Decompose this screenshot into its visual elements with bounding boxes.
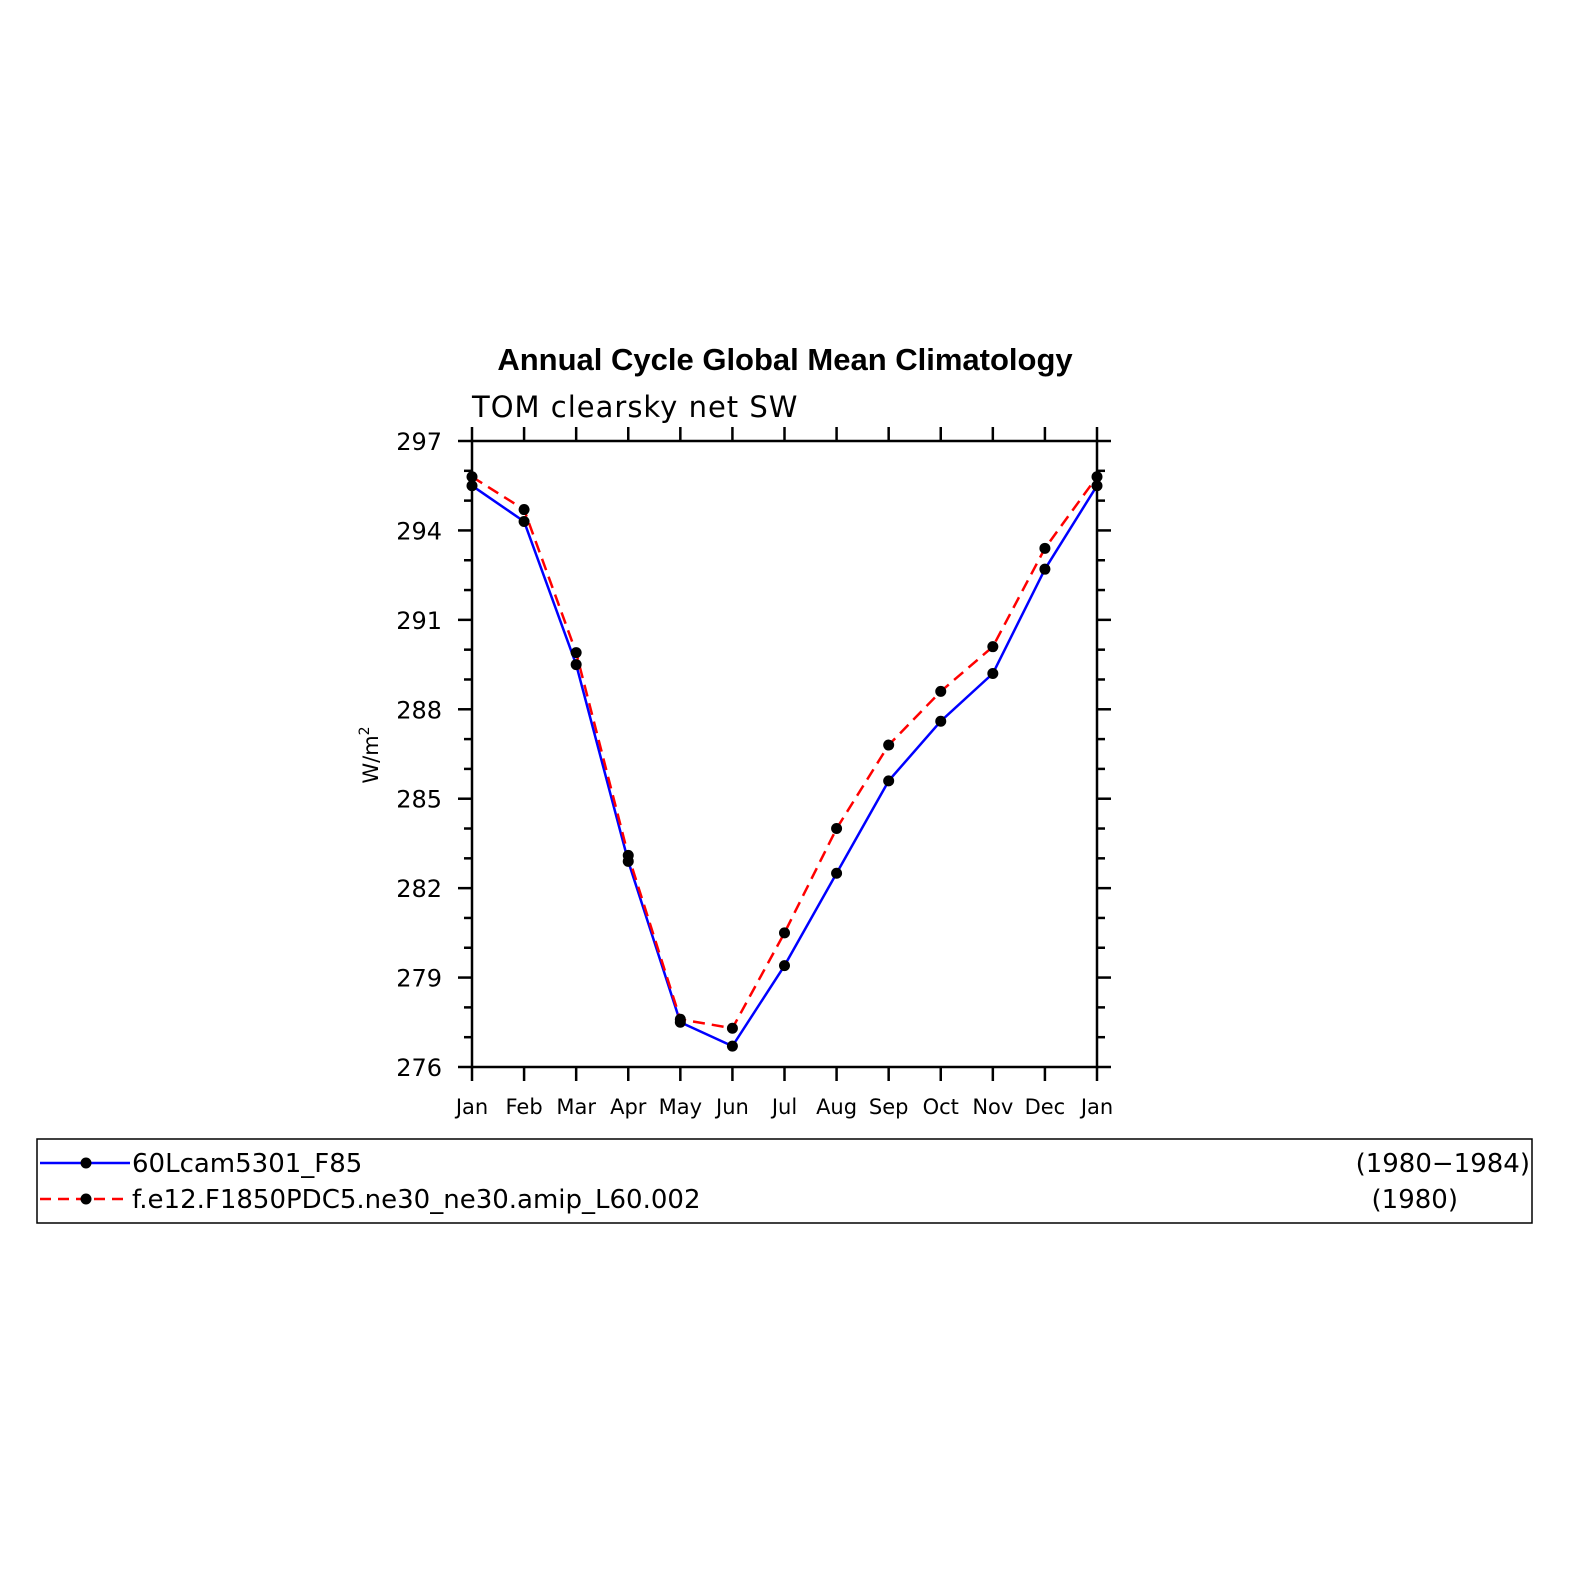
y-tick-label: 288 [396, 696, 442, 724]
y-axis-label-sup: 2 [357, 726, 373, 735]
chart-title: Annual Cycle Global Mean Climatology [497, 342, 1073, 377]
series-1-point [518, 515, 530, 527]
series-2-point [674, 1013, 686, 1025]
series-group [466, 471, 1103, 1052]
y-tick-label: 282 [396, 875, 442, 903]
axes: Jan Feb Mar Apr May Jun Jul Aug Sep Oct Nov Dec Jan 2… [396, 427, 1113, 1119]
series-2-point [726, 1022, 738, 1034]
y-tick-label: 294 [396, 517, 442, 545]
series-2-point [466, 471, 478, 483]
series-2-point [1039, 542, 1051, 554]
y-tick-label: 297 [396, 428, 442, 456]
series-2-point [883, 739, 895, 751]
legend-marker-2 [80, 1193, 92, 1205]
series-1-point [726, 1040, 738, 1052]
y-tick-label: 279 [396, 965, 442, 993]
x-tick-label: Oct [923, 1095, 959, 1119]
series-2-point [1091, 471, 1103, 483]
x-tick-label: Jan [454, 1095, 488, 1119]
x-tick-label: Jul [770, 1095, 797, 1119]
legend-label-2: f.e12.F1850PDC5.ne30_ne30.amip_L60.002 [132, 1185, 700, 1215]
x-tick-label: Feb [505, 1095, 542, 1119]
y-tick-label: 291 [396, 607, 442, 635]
series-2-point [622, 849, 634, 861]
legend-marker-1 [80, 1157, 92, 1169]
y-tick-label: 276 [396, 1054, 442, 1082]
series-1-point [987, 668, 999, 680]
series-2-point [831, 823, 843, 835]
series-1-point [779, 960, 790, 972]
legend-period-1: (1980−1984) [1356, 1149, 1530, 1179]
legend-period-2: (1980) [1372, 1185, 1458, 1215]
series-1-point [935, 715, 947, 727]
y-tick-label: 285 [396, 786, 442, 814]
legend-label-1: 60Lcam5301_F85 [132, 1149, 362, 1179]
x-tick-label: Aug [816, 1095, 857, 1119]
series-1-point [831, 867, 843, 879]
series-2-point [570, 647, 582, 659]
series-2-point [518, 504, 530, 516]
x-tick-label: Mar [556, 1095, 596, 1119]
series-line-2 [471, 475, 1099, 1030]
series-2-point [935, 685, 947, 697]
svg-text:W/m2: W/m2 [357, 726, 383, 783]
x-tick-label: May [659, 1095, 702, 1119]
x-tick-label: Jan [1079, 1095, 1113, 1119]
series-1-point [1039, 563, 1051, 575]
y-axis-label-text: W/m [359, 735, 383, 783]
x-tick-label: Sep [869, 1095, 909, 1119]
x-tick-label: Dec [1025, 1095, 1066, 1119]
series-1-point [570, 659, 582, 671]
x-tick-label: Apr [610, 1095, 647, 1119]
series-2-point [987, 641, 999, 653]
series-1-point [466, 480, 478, 492]
legend-frame [36, 1138, 1533, 1224]
plot-frame [470, 439, 1099, 1069]
chart-subtitle: TOM clearsky net SW [471, 390, 798, 424]
x-tick-label: Nov [972, 1095, 1013, 1119]
series-2-point [779, 927, 790, 939]
series-1-point [883, 775, 895, 787]
y-axis-label: W/m2 [357, 726, 383, 783]
legend: 60Lcam5301_F85 (1980−1984) f.e12.F1850PD… [36, 1138, 1533, 1224]
series-1-point [1091, 480, 1103, 492]
x-tick-label: Jun [714, 1095, 749, 1119]
